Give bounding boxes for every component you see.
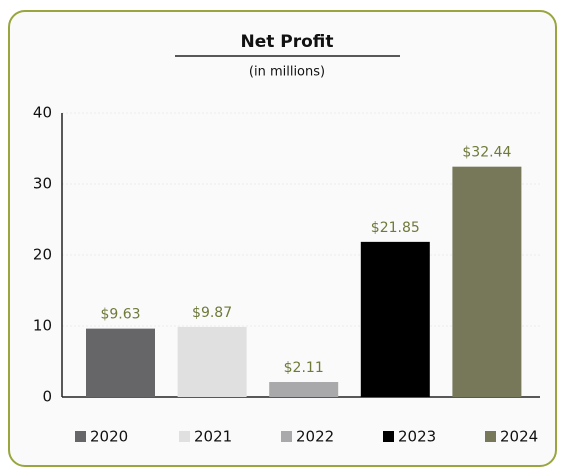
- legend-swatch: [485, 431, 496, 442]
- legend-label: 2024: [500, 428, 538, 446]
- legend-swatch: [179, 431, 190, 442]
- legend-swatch: [75, 431, 86, 442]
- y-tick-label: 0: [42, 388, 52, 406]
- legend-label: 2020: [90, 428, 128, 446]
- y-tick-label: 10: [33, 317, 52, 335]
- chart-title: Net Profit: [240, 32, 333, 52]
- value-label: $32.44: [462, 145, 511, 161]
- legend-label: 2022: [296, 428, 334, 446]
- value-label: $21.85: [371, 220, 420, 236]
- legend-label: 2023: [398, 428, 436, 446]
- bar: [452, 166, 522, 397]
- y-tick-label: 40: [33, 104, 52, 122]
- legend-label: 2021: [194, 428, 232, 446]
- y-tick-label: 20: [33, 246, 52, 264]
- legend-swatch: [281, 431, 292, 442]
- bar: [177, 326, 247, 397]
- bar: [86, 328, 155, 397]
- y-tick-label: 30: [33, 175, 52, 193]
- legend-swatch: [383, 431, 394, 442]
- value-label: $2.11: [284, 360, 324, 376]
- chart-subtitle: (in millions): [249, 65, 325, 80]
- bar: [269, 382, 339, 397]
- value-label: $9.63: [100, 307, 140, 323]
- bar: [360, 241, 430, 397]
- value-label: $9.87: [192, 305, 232, 321]
